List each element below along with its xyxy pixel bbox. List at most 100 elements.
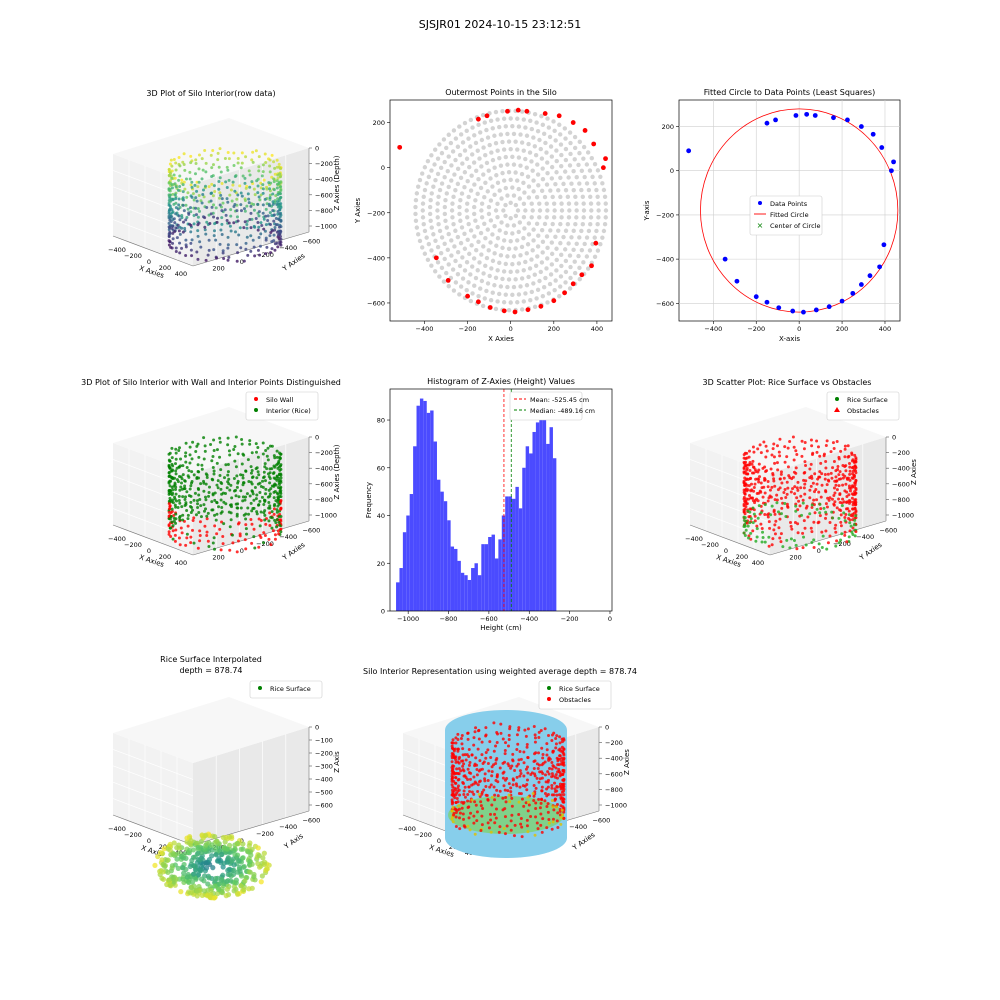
interior-point xyxy=(508,177,513,183)
interior-point xyxy=(451,221,456,227)
data-point xyxy=(173,462,177,466)
chart-title: 3D Scatter Plot: Rice Surface vs Obstacl… xyxy=(703,378,872,387)
data-point xyxy=(200,157,204,161)
data-point xyxy=(839,298,845,304)
data-point xyxy=(181,230,185,234)
data-point xyxy=(846,444,850,448)
data-point xyxy=(562,817,566,821)
data-point xyxy=(242,207,246,211)
data-point xyxy=(233,459,237,463)
data-point xyxy=(240,438,244,442)
interior-point xyxy=(506,139,512,144)
interior-point xyxy=(531,178,536,183)
data-point xyxy=(170,227,174,231)
data-point xyxy=(472,821,476,825)
data-point xyxy=(277,520,281,524)
data-point xyxy=(545,787,549,791)
data-point xyxy=(261,163,265,167)
data-point xyxy=(534,815,538,819)
y-tick-label: −400 xyxy=(279,823,297,831)
data-point xyxy=(480,767,484,771)
data-point xyxy=(459,737,463,741)
data-point xyxy=(261,485,265,489)
interior-point xyxy=(537,137,542,143)
y-tick-label: −600 xyxy=(367,299,385,307)
data-point xyxy=(837,484,841,488)
data-point xyxy=(536,827,540,831)
data-point xyxy=(772,455,776,459)
surface-patch xyxy=(186,847,193,854)
data-point xyxy=(494,807,498,811)
data-point xyxy=(185,490,189,494)
data-point xyxy=(201,168,205,172)
data-point xyxy=(758,489,762,493)
data-point xyxy=(200,201,204,205)
data-point xyxy=(262,178,266,182)
data-point xyxy=(452,755,456,759)
data-point xyxy=(843,489,847,493)
surface-patch xyxy=(194,893,200,899)
interior-point xyxy=(478,286,483,291)
data-point xyxy=(179,485,183,489)
surface-patch xyxy=(194,888,201,894)
data-point xyxy=(787,474,791,478)
data-point xyxy=(270,240,274,244)
x-axis-label: X-axis xyxy=(779,335,800,343)
data-point xyxy=(835,439,839,443)
interior-point xyxy=(435,260,441,265)
interior-point xyxy=(501,178,507,183)
data-point xyxy=(849,524,853,528)
interior-point xyxy=(576,162,581,168)
data-point xyxy=(815,507,819,511)
data-point xyxy=(515,747,519,751)
interior-point xyxy=(459,225,465,230)
data-point xyxy=(532,725,536,729)
interior-point xyxy=(422,165,428,170)
interior-point xyxy=(428,218,433,223)
data-point xyxy=(841,464,845,468)
data-point xyxy=(843,533,847,537)
data-point xyxy=(757,491,761,495)
interior-point xyxy=(416,184,421,189)
x-tick-label: 0 xyxy=(509,325,513,333)
histogram-bar xyxy=(532,431,536,611)
data-point xyxy=(244,517,248,521)
interior-point xyxy=(516,155,522,160)
data-point xyxy=(490,803,494,807)
data-point xyxy=(169,220,173,224)
interior-point xyxy=(523,208,528,213)
surface-patch xyxy=(241,887,247,893)
data-point xyxy=(781,501,785,505)
data-point xyxy=(842,500,846,504)
data-point xyxy=(456,737,460,741)
data-point xyxy=(753,482,757,486)
x-tick-label: −600 xyxy=(480,615,498,623)
data-point xyxy=(831,441,835,445)
histogram-bar xyxy=(433,441,437,611)
data-point xyxy=(801,531,805,535)
data-point xyxy=(452,813,456,817)
data-point xyxy=(177,516,181,520)
legend-marker xyxy=(547,686,551,690)
data-point xyxy=(751,506,755,510)
data-point xyxy=(747,449,751,453)
z-axis-label: Z Axies (Depth) xyxy=(333,444,341,499)
data-point xyxy=(240,151,244,155)
data-point xyxy=(209,212,213,216)
data-point xyxy=(170,456,174,460)
data-point xyxy=(262,498,266,502)
data-point xyxy=(230,199,234,203)
data-point xyxy=(477,769,481,773)
data-point xyxy=(170,493,174,497)
data-point xyxy=(830,497,834,501)
data-point xyxy=(507,782,511,786)
interior-point xyxy=(495,214,500,220)
data-point xyxy=(547,821,551,825)
data-point xyxy=(260,174,264,178)
data-point xyxy=(189,230,193,234)
data-point xyxy=(268,196,272,200)
data-point xyxy=(195,499,199,503)
interior-point xyxy=(586,187,592,193)
data-point xyxy=(515,784,519,788)
data-point xyxy=(268,511,272,515)
